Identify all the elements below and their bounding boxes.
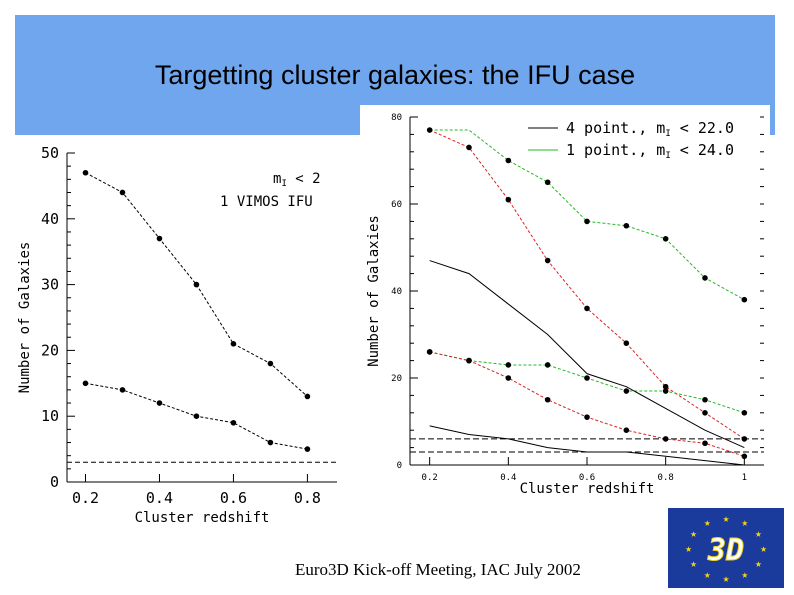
legend-label: 4 point., mI < 22.0 bbox=[566, 119, 734, 139]
x-tick-label: 0.4 bbox=[146, 489, 173, 507]
data-point bbox=[662, 388, 669, 394]
logo-star-icon: ★ bbox=[741, 516, 748, 529]
logo-star-icon: ★ bbox=[741, 568, 748, 581]
y-tick-label: 0 bbox=[50, 473, 59, 491]
data-point bbox=[623, 388, 630, 394]
data-point bbox=[544, 362, 551, 368]
y-tick-label: 20 bbox=[41, 341, 59, 359]
footer-text: Euro3D Kick-off Meeting, IAC July 2002 bbox=[295, 560, 581, 579]
x-axis-label: Cluster redshift bbox=[520, 481, 655, 497]
y-tick-label: 30 bbox=[41, 276, 59, 294]
data-point bbox=[584, 305, 590, 312]
data-point bbox=[193, 281, 200, 288]
x-tick-label: 1 bbox=[742, 473, 747, 483]
data-point bbox=[741, 453, 748, 460]
data-point bbox=[702, 396, 708, 403]
series-line bbox=[429, 351, 745, 414]
logo-star-icon: ★ bbox=[755, 557, 762, 570]
data-point bbox=[741, 296, 748, 303]
y-tick-label: 40 bbox=[41, 210, 59, 228]
x-tick-label: 0.8 bbox=[294, 489, 321, 507]
data-point bbox=[426, 127, 433, 133]
series-line bbox=[429, 425, 745, 466]
data-point bbox=[505, 157, 512, 164]
x-tick-label: 0.2 bbox=[422, 473, 438, 483]
logo-text: 3D bbox=[707, 533, 744, 568]
y-tick-label: 60 bbox=[391, 200, 402, 210]
logo-star-icon: ★ bbox=[690, 557, 697, 570]
series-line bbox=[429, 351, 745, 457]
logo-star-icon: ★ bbox=[723, 572, 730, 585]
data-point bbox=[584, 375, 590, 381]
y-axis-label: Number of Galaxies bbox=[17, 242, 33, 394]
series-line bbox=[429, 129, 745, 440]
data-point bbox=[584, 218, 590, 225]
data-point bbox=[741, 410, 748, 416]
data-point bbox=[304, 393, 311, 400]
data-point bbox=[623, 340, 630, 346]
data-point bbox=[662, 436, 669, 442]
data-point bbox=[623, 427, 630, 434]
data-point bbox=[304, 446, 311, 452]
data-point bbox=[662, 236, 669, 242]
data-point bbox=[426, 349, 433, 355]
logo-star-icon: ★ bbox=[690, 527, 697, 540]
data-point bbox=[544, 396, 551, 403]
y-tick-label: 50 bbox=[41, 144, 59, 162]
data-point bbox=[119, 189, 126, 196]
series-line bbox=[429, 129, 745, 301]
data-point bbox=[193, 413, 200, 420]
x-tick-label: 0.8 bbox=[658, 473, 674, 483]
data-point bbox=[82, 169, 89, 176]
annotation-instrument: 1 VIMOS IFU bbox=[220, 194, 313, 210]
x-axis-label: Cluster redshift bbox=[135, 510, 270, 525]
data-point bbox=[156, 400, 163, 406]
y-tick-label: 0 bbox=[397, 461, 402, 471]
logo-star-icon: ★ bbox=[723, 512, 730, 525]
data-point bbox=[267, 439, 274, 446]
logo-star-icon: ★ bbox=[704, 568, 711, 581]
y-tick-label: 10 bbox=[41, 407, 59, 425]
data-point bbox=[505, 375, 512, 381]
data-point bbox=[702, 440, 708, 447]
series-line bbox=[429, 260, 745, 449]
logo-background bbox=[668, 508, 784, 588]
data-point bbox=[544, 179, 551, 186]
data-point bbox=[466, 357, 472, 364]
data-point bbox=[505, 196, 512, 203]
data-point bbox=[623, 222, 630, 229]
logo-star-icon: ★ bbox=[755, 527, 762, 540]
y-tick-label: 40 bbox=[391, 287, 402, 297]
data-point bbox=[267, 360, 274, 367]
data-point bbox=[702, 275, 708, 281]
x-tick-label: 0.6 bbox=[579, 473, 595, 483]
data-point bbox=[584, 414, 590, 420]
data-point bbox=[82, 380, 89, 387]
logo-star-icon: ★ bbox=[760, 542, 767, 555]
data-point bbox=[230, 341, 237, 347]
logo-star-icon: ★ bbox=[685, 542, 692, 555]
data-point bbox=[156, 235, 163, 242]
annotation-mag-limit: mI < 2 bbox=[273, 171, 321, 189]
y-axis-label: Number of Galaxies bbox=[366, 215, 382, 367]
left-chart: 0 10 20 30 40 50 0.2 0.4 0.6 0.8 Cluster redshift N… bbox=[15, 135, 355, 525]
data-point bbox=[505, 362, 512, 368]
data-point bbox=[662, 383, 669, 390]
data-point bbox=[544, 257, 551, 264]
x-tick-label: 0.2 bbox=[72, 489, 99, 507]
data-point bbox=[119, 387, 126, 393]
data-point bbox=[702, 410, 708, 416]
logo-star-icon: ★ bbox=[704, 516, 711, 529]
data-point bbox=[466, 144, 472, 151]
euro3d-logo: 3D ★ ★ ★ ★ ★ ★ ★ ★ ★ ★ ★ ★ bbox=[668, 508, 784, 588]
legend-label: 1 point., mI < 24.0 bbox=[566, 141, 734, 161]
data-point bbox=[741, 436, 748, 442]
x-tick-label: 0.4 bbox=[500, 473, 516, 483]
y-tick-label: 80 bbox=[391, 113, 402, 123]
x-tick-label: 0.6 bbox=[220, 489, 247, 507]
y-tick-label: 20 bbox=[391, 374, 402, 384]
slide-title: Targetting cluster galaxies: the IFU cas… bbox=[154, 60, 636, 90]
right-chart: 0 20 40 60 80 0.2 0.4 0.6 0.8 1 Cluster redshift Nu… bbox=[360, 105, 770, 500]
data-point bbox=[230, 419, 237, 426]
